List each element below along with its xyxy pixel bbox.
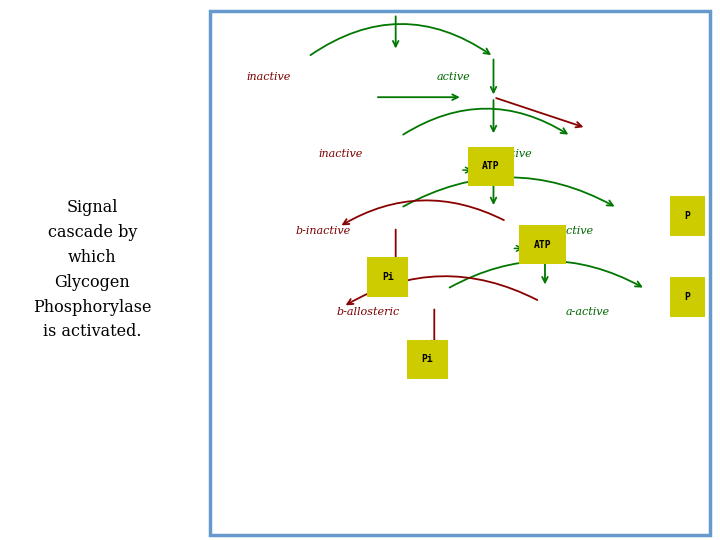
Text: active: active — [437, 72, 471, 82]
Text: a-active: a-active — [550, 226, 594, 236]
Text: active: active — [499, 150, 532, 159]
Text: P: P — [684, 292, 690, 302]
Text: Signal
cascade by
which
Glycogen
Phosphorylase
is activated.: Signal cascade by which Glycogen Phospho… — [33, 199, 152, 341]
Text: ATP: ATP — [534, 240, 552, 249]
Text: P: P — [684, 211, 690, 221]
Text: a-active: a-active — [566, 307, 610, 317]
Text: b-allosteric: b-allosteric — [336, 307, 400, 317]
Text: ATP: ATP — [482, 161, 500, 171]
Text: inactive: inactive — [246, 72, 291, 82]
Text: inactive: inactive — [318, 150, 363, 159]
Text: Pi: Pi — [422, 354, 433, 364]
Text: Pi: Pi — [382, 272, 394, 282]
Text: b-inactive: b-inactive — [295, 226, 351, 236]
